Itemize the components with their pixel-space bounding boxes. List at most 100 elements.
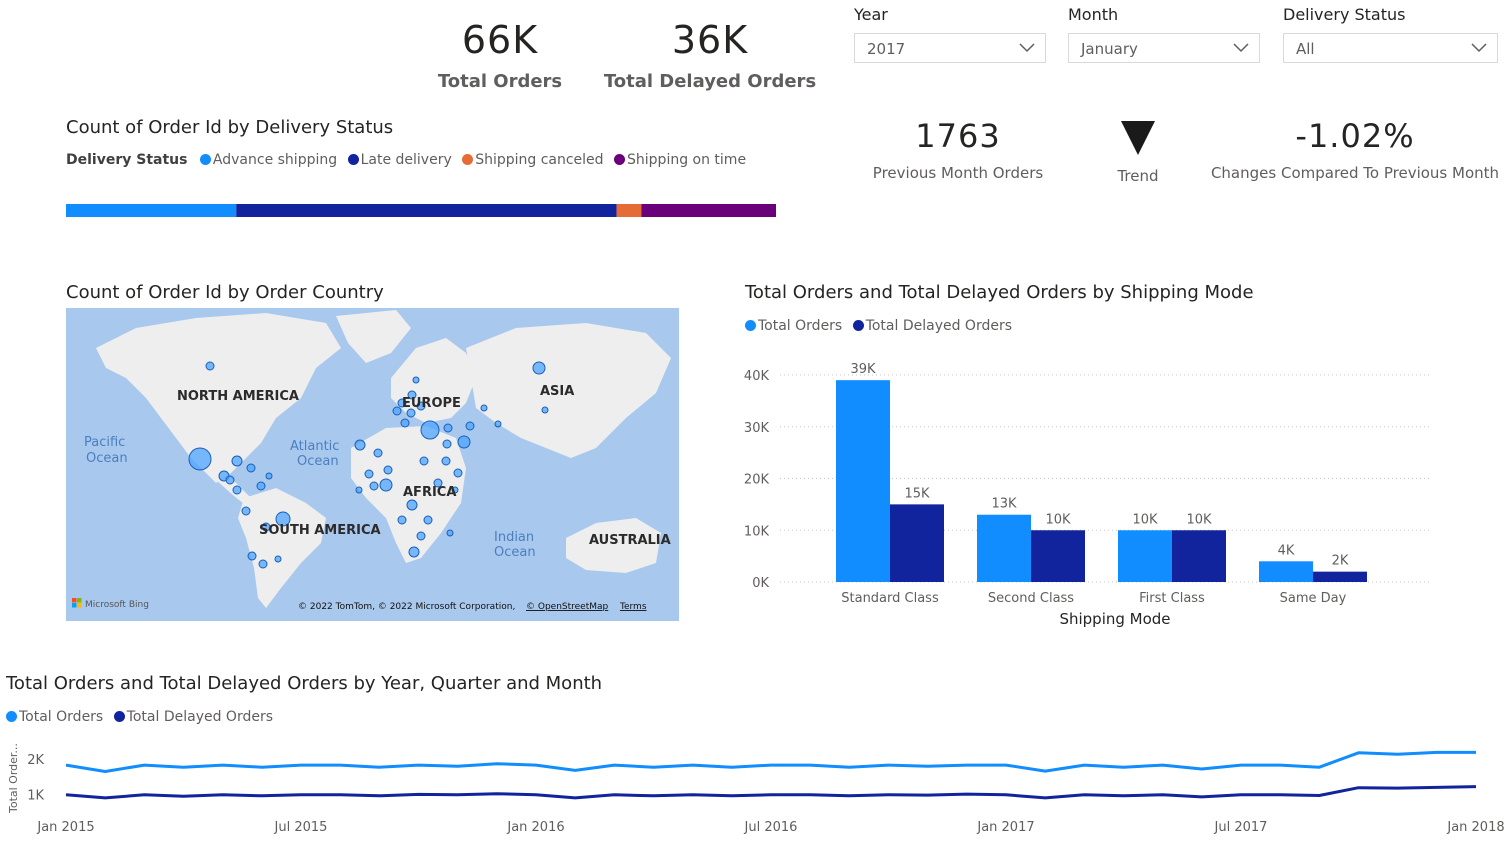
- legend-item-total-delayed-orders[interactable]: Total Delayed Orders: [852, 318, 1012, 334]
- y-tick-label: 2K: [27, 753, 44, 768]
- bubble[interactable]: [225, 475, 235, 485]
- legend-item-advance-shipping[interactable]: Advance shipping: [199, 152, 337, 168]
- bar-total-delayed-orders[interactable]: [1313, 571, 1367, 582]
- line-total-delayed-orders[interactable]: [65, 785, 1477, 800]
- bubble[interactable]: [408, 546, 420, 558]
- bubble[interactable]: [383, 465, 393, 475]
- bar-total-orders[interactable]: [1259, 561, 1313, 582]
- bubble[interactable]: [379, 478, 393, 492]
- map-terms-link[interactable]: Terms: [619, 602, 647, 612]
- legend-item-total-delayed-orders[interactable]: Total Delayed Orders: [113, 709, 273, 725]
- bubble[interactable]: [373, 448, 383, 458]
- y-tick-label: 20K: [744, 473, 770, 488]
- bubble[interactable]: [241, 506, 251, 516]
- bubble[interactable]: [369, 481, 379, 491]
- bubble[interactable]: [256, 481, 266, 491]
- bubble[interactable]: [246, 463, 256, 473]
- legend-item-late-delivery[interactable]: Late delivery: [347, 152, 452, 168]
- delivery-status-slicer-title: Delivery Status: [1283, 5, 1406, 24]
- map-copyright: © 2022 TomTom, © 2022 Microsoft Corporat…: [298, 602, 515, 612]
- bubble[interactable]: [465, 421, 475, 431]
- bubble[interactable]: [261, 522, 271, 532]
- legend-item-shipping-on-time[interactable]: Shipping on time: [614, 152, 746, 168]
- x-tick-label: Same Day: [1280, 591, 1347, 606]
- y-tick-label: 30K: [744, 421, 770, 436]
- status-segment-advance-shipping[interactable]: [66, 204, 237, 217]
- map-label-north-america: NORTH AMERICA: [177, 389, 299, 404]
- bubble[interactable]: [392, 406, 402, 416]
- data-label: 15K: [904, 486, 930, 501]
- status-legend-title: Delivery Status: [66, 152, 188, 168]
- legend-dot: [614, 154, 626, 165]
- line-total-orders[interactable]: [65, 750, 1476, 773]
- bubble[interactable]: [457, 435, 471, 449]
- bubble[interactable]: [433, 478, 443, 488]
- bubble[interactable]: [443, 423, 453, 433]
- bubble[interactable]: [397, 515, 407, 525]
- bubble[interactable]: [480, 404, 488, 412]
- country-bubbles: [188, 361, 549, 569]
- data-label: 10K: [1045, 512, 1071, 527]
- bar-total-delayed-orders[interactable]: [890, 504, 944, 582]
- bubble[interactable]: [247, 551, 257, 561]
- bar-total-delayed-orders[interactable]: [1031, 530, 1085, 582]
- month-dropdown[interactable]: January: [1068, 33, 1260, 63]
- bubble[interactable]: [423, 515, 433, 525]
- bubble[interactable]: [532, 361, 546, 375]
- bubble[interactable]: [416, 401, 426, 411]
- bubble[interactable]: [265, 472, 273, 480]
- status-stacked-bar: [66, 204, 776, 217]
- chevron-down-icon: [1019, 43, 1035, 53]
- legend-label: Total Orders: [758, 318, 843, 334]
- bubble[interactable]: [397, 398, 407, 408]
- year-dropdown[interactable]: 2017: [854, 33, 1046, 63]
- bing-label: Microsoft Bing: [85, 600, 149, 610]
- x-axis-title: Shipping Mode: [1059, 610, 1170, 628]
- bubble[interactable]: [406, 408, 416, 418]
- bubble[interactable]: [441, 456, 451, 466]
- legend-item-total-orders[interactable]: Total Orders: [6, 709, 103, 725]
- x-tick-label: Second Class: [988, 591, 1074, 606]
- map-osm-link[interactable]: © OpenStreetMap: [526, 602, 609, 612]
- bar-total-delayed-orders[interactable]: [1172, 530, 1226, 582]
- bubble[interactable]: [412, 376, 420, 384]
- bubble[interactable]: [274, 555, 282, 563]
- bubble[interactable]: [275, 511, 291, 527]
- bubble[interactable]: [541, 406, 549, 414]
- status-segment-shipping-on-time[interactable]: [641, 204, 776, 217]
- legend-item-shipping-canceled[interactable]: Shipping canceled: [462, 152, 604, 168]
- bubble[interactable]: [400, 418, 410, 428]
- bubble[interactable]: [231, 455, 243, 467]
- bubble[interactable]: [407, 390, 417, 400]
- bubble[interactable]: [494, 420, 502, 428]
- x-tick-label: Jan 2018: [1446, 820, 1504, 835]
- month-dropdown-value: January: [1081, 40, 1138, 58]
- bubble[interactable]: [364, 469, 374, 479]
- africa-shape: [351, 426, 466, 563]
- bubble[interactable]: [354, 439, 366, 451]
- bubble[interactable]: [442, 439, 452, 449]
- delivery-status-dropdown[interactable]: All: [1283, 33, 1498, 63]
- legend-item-total-orders[interactable]: Total Orders: [745, 318, 842, 334]
- bar-total-orders[interactable]: [977, 514, 1031, 582]
- bar-total-orders[interactable]: [836, 380, 890, 582]
- bubble[interactable]: [446, 529, 454, 537]
- delivery-status-slicer: Delivery Status All: [1283, 5, 1498, 63]
- bar-total-orders[interactable]: [1118, 530, 1172, 582]
- bubble[interactable]: [451, 486, 459, 494]
- world-map[interactable]: NORTH AMERICA EUROPE ASIA AFRICA SOUTH A…: [66, 308, 679, 621]
- bubble[interactable]: [355, 486, 363, 494]
- bubble[interactable]: [416, 531, 426, 541]
- bubble[interactable]: [406, 499, 418, 511]
- bubble[interactable]: [205, 361, 215, 371]
- bubble[interactable]: [453, 468, 463, 478]
- bubble[interactable]: [419, 456, 429, 466]
- status-segment-shipping-canceled[interactable]: [616, 204, 642, 217]
- map-label-south-america: SOUTH AMERICA: [259, 523, 381, 538]
- bubble[interactable]: [232, 485, 242, 495]
- bubble[interactable]: [188, 447, 212, 471]
- bubble[interactable]: [258, 559, 268, 569]
- status-segment-late-delivery[interactable]: [236, 204, 617, 217]
- bubble[interactable]: [420, 420, 440, 440]
- asia-shape: [466, 323, 671, 458]
